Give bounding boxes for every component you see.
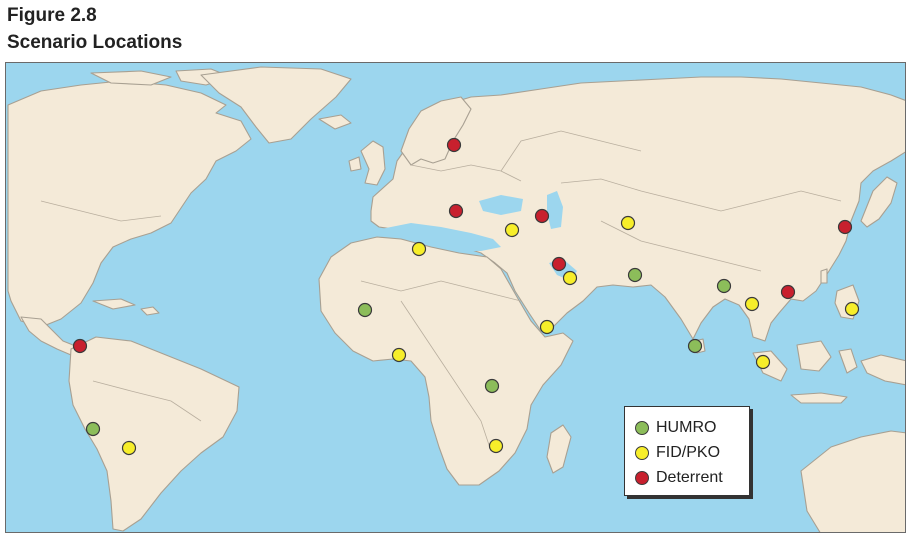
mediterranean-sea [381, 223, 501, 251]
legend-item-fidpko: FID/PKO [635, 442, 720, 464]
marker-deterrent [448, 203, 464, 219]
legend-item-humro: HUMRO [635, 417, 716, 439]
marker-fidpko [121, 440, 137, 456]
caspian-sea [547, 191, 563, 229]
marker-fidpko [488, 438, 504, 454]
british-isles [360, 140, 386, 186]
north-america-landmass [7, 80, 252, 328]
humro-dot-icon [635, 421, 649, 435]
marker-fidpko [391, 347, 407, 363]
marker-humro [85, 421, 101, 437]
marker-fidpko [844, 301, 860, 317]
marker-humro [687, 338, 703, 354]
marker-fidpko [562, 270, 578, 286]
new-guinea [860, 354, 905, 386]
marker-humro [716, 278, 732, 294]
figure-label: Figure 2.8 [7, 5, 97, 26]
marker-fidpko [620, 215, 636, 231]
marker-humro [627, 267, 643, 283]
marker-humro [357, 302, 373, 318]
legend-label: FID/PKO [656, 444, 721, 461]
marker-deterrent [551, 256, 567, 272]
japan [860, 176, 898, 228]
marker-deterrent [72, 338, 88, 354]
scandinavia [400, 96, 472, 166]
map-legend: HUMRO FID/PKO Deterrent [624, 406, 750, 496]
fidpko-dot-icon [635, 446, 649, 460]
legend-item-deterrent: Deterrent [635, 467, 723, 489]
world-map-svg [7, 66, 905, 532]
marker-humro [484, 378, 500, 394]
greenland-landmass [200, 66, 352, 144]
marker-deterrent [780, 284, 796, 300]
marker-fidpko [744, 296, 760, 312]
madagascar [546, 424, 572, 474]
deterrent-dot-icon [635, 471, 649, 485]
marker-fidpko [504, 222, 520, 238]
marker-deterrent [446, 137, 462, 153]
iceland [318, 114, 352, 130]
legend-label: HUMRO [656, 419, 717, 436]
legend-label: Deterrent [656, 469, 723, 486]
figure-title: Scenario Locations [7, 32, 183, 53]
australia-landmass [800, 430, 905, 532]
marker-deterrent [837, 219, 853, 235]
marker-fidpko [411, 241, 427, 257]
marker-deterrent [534, 208, 550, 224]
black-sea [479, 195, 523, 215]
marker-fidpko [755, 354, 771, 370]
marker-fidpko [539, 319, 555, 335]
world-map [5, 62, 906, 533]
eurasia-landmass [370, 76, 905, 342]
